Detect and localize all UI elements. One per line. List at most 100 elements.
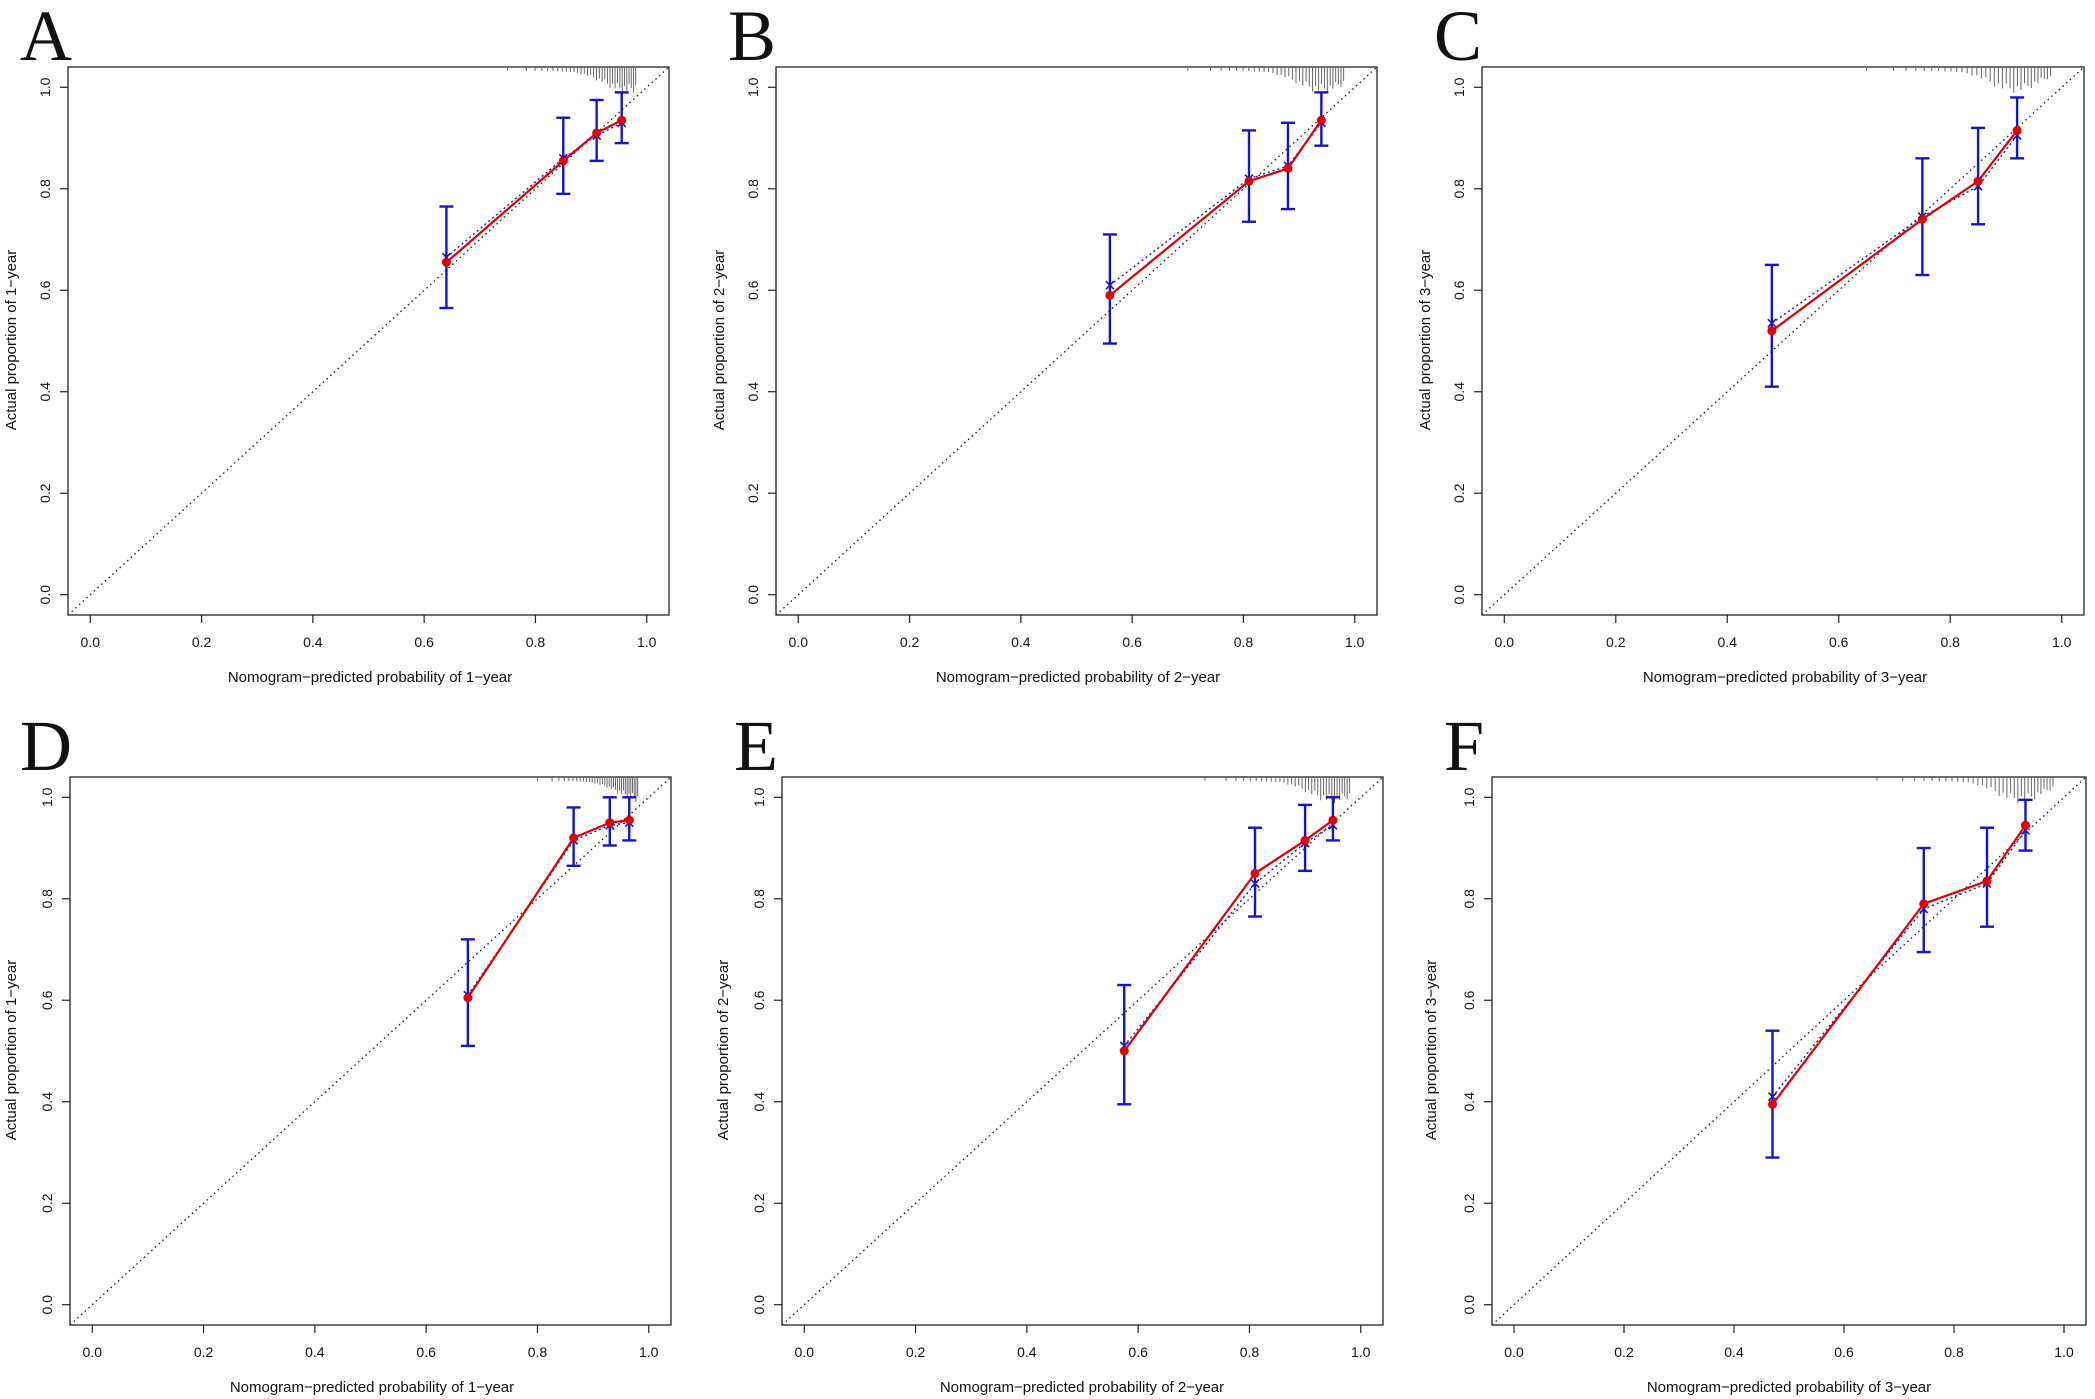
y-tick-label: 0.8 bbox=[751, 889, 767, 909]
ideal-reference-line bbox=[67, 66, 670, 616]
observed-point bbox=[2021, 820, 2030, 830]
observed-point bbox=[558, 156, 568, 166]
plot-frame bbox=[69, 776, 672, 1326]
x-axis-title: Nomogram−predicted probability of 1−year bbox=[230, 1379, 514, 1396]
y-tick-label: 1.0 bbox=[751, 787, 767, 807]
y-tick-label: 0.2 bbox=[39, 1193, 55, 1213]
x-tick-label: 0.6 bbox=[414, 634, 434, 650]
x-tick-label: 0.4 bbox=[1017, 1344, 1037, 1360]
panel-e: E Nomogram−predicted probability of 2−ye… bbox=[715, 706, 1384, 1396]
observed-point bbox=[463, 993, 473, 1003]
panel-letter: A bbox=[20, 0, 72, 76]
x-tick-label: 0.0 bbox=[1495, 634, 1515, 650]
bias-corrected-line bbox=[1123, 824, 1334, 1047]
x-tick-label: 1.0 bbox=[1345, 634, 1365, 650]
observed-point bbox=[1982, 876, 1992, 886]
y-tick-label: 0.2 bbox=[745, 483, 761, 503]
x-tick-label: 0.4 bbox=[303, 634, 323, 650]
x-tick-label: 0.4 bbox=[305, 1344, 325, 1360]
y-tick-label: 0.4 bbox=[745, 382, 761, 402]
x-tick-label: 1.0 bbox=[637, 634, 657, 650]
y-tick-label: 1.0 bbox=[1461, 787, 1477, 807]
y-tick-label: 1.0 bbox=[37, 77, 53, 97]
x-tick-label: 1.0 bbox=[1351, 1344, 1371, 1360]
y-tick-label: 0.4 bbox=[751, 1092, 767, 1112]
observed-point bbox=[1105, 290, 1115, 300]
x-tick-label: 0.8 bbox=[526, 634, 546, 650]
observed-point bbox=[1283, 163, 1293, 173]
bias-corrected-line bbox=[1771, 135, 2018, 324]
x-tick-label: 0.6 bbox=[1122, 634, 1142, 650]
y-tick-label: 0.0 bbox=[1461, 1295, 1477, 1315]
x-tick-label: 0.0 bbox=[81, 634, 101, 650]
y-tick-label: 0.6 bbox=[39, 990, 55, 1010]
observed-line bbox=[466, 819, 630, 999]
x-axis-title: Nomogram−predicted probability of 2−year bbox=[940, 1379, 1224, 1396]
x-tick-label: 0.4 bbox=[1724, 1344, 1744, 1360]
y-tick-label: 0.0 bbox=[745, 585, 761, 605]
panel-f: F Nomogram−predicted probability of 3−ye… bbox=[1423, 706, 2087, 1396]
x-tick-label: 0.2 bbox=[900, 634, 920, 650]
observed-line bbox=[1771, 129, 2018, 332]
y-tick-label: 0.8 bbox=[39, 889, 55, 909]
bias-corrected-marker bbox=[1105, 280, 1115, 290]
observed-point bbox=[1328, 815, 1338, 825]
x-tick-label: 0.6 bbox=[1128, 1344, 1148, 1360]
ideal-reference-line bbox=[781, 776, 1384, 1326]
y-tick-label: 0.8 bbox=[745, 179, 761, 199]
y-tick-label: 0.4 bbox=[39, 1092, 55, 1112]
bias-corrected-line bbox=[1109, 122, 1322, 286]
observed-point bbox=[2012, 125, 2022, 135]
observed-point bbox=[617, 115, 627, 125]
x-tick-label: 0.0 bbox=[789, 634, 809, 650]
x-tick-label: 0.0 bbox=[795, 1344, 815, 1360]
observed-line bbox=[1109, 119, 1323, 297]
y-tick-label: 0.0 bbox=[1451, 585, 1467, 605]
plot-frame bbox=[1481, 66, 2085, 616]
y-axis-title: Actual proportion of 3−year bbox=[1417, 250, 1434, 431]
y-axis-title: Actual proportion of 1−year bbox=[3, 250, 20, 431]
x-tick-label: 0.6 bbox=[1834, 1344, 1854, 1360]
bias-corrected-line bbox=[445, 122, 623, 258]
x-tick-label: 0.2 bbox=[192, 634, 212, 650]
observed-point bbox=[1300, 835, 1310, 845]
x-tick-label: 0.0 bbox=[83, 1344, 103, 1360]
ideal-reference-line bbox=[1491, 776, 2087, 1326]
y-tick-label: 0.4 bbox=[37, 382, 53, 402]
y-tick-label: 0.2 bbox=[1461, 1193, 1477, 1213]
y-tick-label: 0.2 bbox=[751, 1193, 767, 1213]
panel-letter: C bbox=[1434, 0, 1482, 76]
y-tick-label: 0.8 bbox=[1461, 889, 1477, 909]
y-axis-title: Actual proportion of 1−year bbox=[3, 960, 20, 1141]
x-tick-label: 1.0 bbox=[639, 1344, 659, 1360]
ideal-reference-line bbox=[1481, 66, 2085, 616]
observed-point bbox=[1244, 176, 1254, 186]
panel-d: D Nomogram−predicted probability of 1−ye… bbox=[3, 706, 672, 1396]
observed-point bbox=[605, 818, 615, 828]
observed-point bbox=[1768, 1099, 1777, 1109]
x-tick-label: 0.2 bbox=[1606, 634, 1626, 650]
observed-point bbox=[1316, 115, 1326, 125]
panel-b: B Nomogram−predicted probability of 2−ye… bbox=[711, 0, 1378, 686]
y-tick-label: 0.6 bbox=[1461, 990, 1477, 1010]
observed-point bbox=[1919, 899, 1929, 909]
y-axis-title: Actual proportion of 2−year bbox=[711, 250, 728, 431]
observed-point bbox=[569, 833, 579, 843]
observed-line bbox=[1123, 819, 1334, 1052]
observed-point bbox=[441, 257, 451, 267]
x-tick-label: 0.2 bbox=[906, 1344, 926, 1360]
y-tick-label: 1.0 bbox=[1451, 77, 1467, 97]
bias-corrected-marker bbox=[1767, 318, 1777, 328]
x-axis-title: Nomogram−predicted probability of 3−year bbox=[1643, 669, 1927, 686]
observed-point bbox=[1119, 1046, 1129, 1056]
y-tick-label: 0.2 bbox=[1451, 483, 1467, 503]
x-tick-label: 0.6 bbox=[416, 1344, 436, 1360]
panel-a: A Nomogram−predicted probability of 1−ye… bbox=[3, 0, 670, 686]
bias-corrected-marker bbox=[1250, 878, 1260, 889]
x-tick-label: 1.0 bbox=[2054, 1344, 2074, 1360]
x-axis-title: Nomogram−predicted probability of 3−year bbox=[1647, 1379, 1931, 1396]
ideal-reference-line bbox=[69, 776, 672, 1326]
observed-point bbox=[1250, 868, 1260, 878]
y-tick-label: 1.0 bbox=[745, 77, 761, 97]
